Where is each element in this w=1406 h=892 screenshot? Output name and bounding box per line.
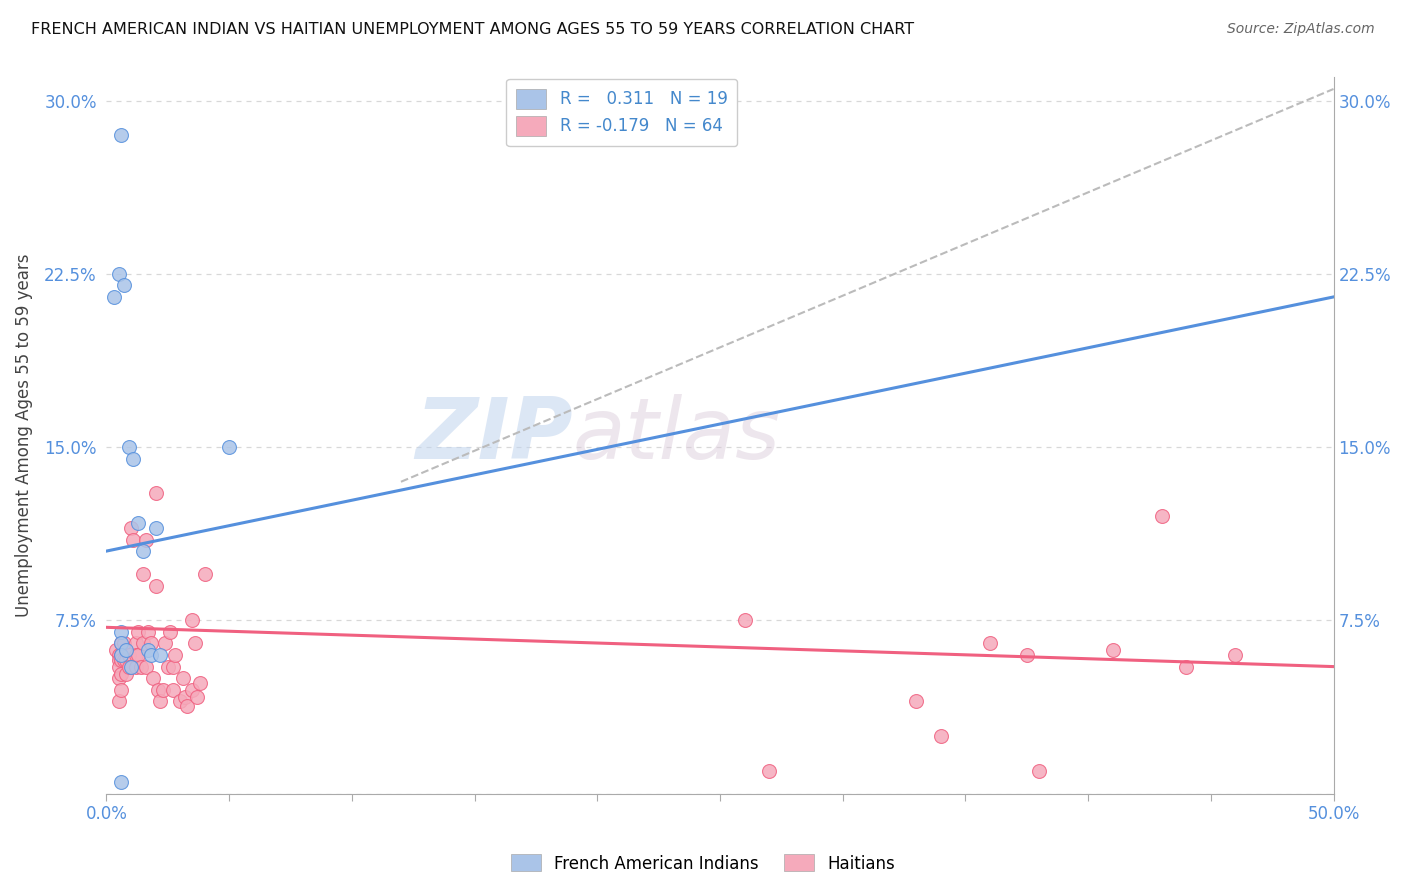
Point [149,648,172,662]
Point [125,659,148,673]
Point [107,648,129,662]
Point [110,682,132,697]
Point [112,636,135,650]
Point [1028,764,1050,778]
Point [139,648,162,662]
Point [110,636,132,650]
Point [127,648,149,662]
Point [979,636,1001,650]
Point [139,636,162,650]
Point [122,533,145,547]
Text: FRENCH AMERICAN INDIAN VS HAITIAN UNEMPLOYMENT AMONG AGES 55 TO 59 YEARS CORRELA: FRENCH AMERICAN INDIAN VS HAITIAN UNEMPL… [31,22,914,37]
Point [110,648,132,662]
Point [136,624,159,639]
Point [169,694,191,708]
Point [1225,648,1247,662]
Point [145,521,167,535]
Point [110,636,132,650]
Point [117,440,139,454]
Point [115,643,138,657]
Point [188,675,211,690]
Point [110,653,132,667]
Point [132,567,155,582]
Point [107,694,129,708]
Point [145,579,167,593]
Point [1150,509,1173,524]
Point [758,764,780,778]
Point [184,636,207,650]
Y-axis label: Unemployment Among Ages 55 to 59 years: Unemployment Among Ages 55 to 59 years [15,254,32,617]
Point [145,486,167,500]
Point [110,624,132,639]
Point [107,671,129,685]
Point [152,682,174,697]
Point [122,451,145,466]
Text: atlas: atlas [572,394,780,477]
Point [110,775,132,789]
Point [136,643,159,657]
Point [176,698,198,713]
Point [127,624,149,639]
Point [120,659,142,673]
Point [115,666,138,681]
Point [181,614,204,628]
Point [117,648,139,662]
Point [127,516,149,531]
Point [125,648,148,662]
Point [1015,648,1038,662]
Point [120,521,142,535]
Point [174,690,197,704]
Point [1101,643,1123,657]
Point [107,267,129,281]
Point [125,636,148,650]
Point [156,659,179,673]
Point [110,648,132,662]
Point [1175,659,1198,673]
Point [929,729,952,743]
Point [112,278,135,293]
Point [107,659,129,673]
Point [132,636,155,650]
Point [110,128,132,143]
Point [117,659,139,673]
Point [135,659,157,673]
Point [112,653,135,667]
Point [129,659,152,673]
Point [159,624,181,639]
Point [105,643,128,657]
Point [734,614,756,628]
Point [162,659,184,673]
Point [186,690,208,704]
Legend: French American Indians, Haitians: French American Indians, Haitians [505,847,901,880]
Point [181,682,204,697]
Point [132,544,155,558]
Point [142,671,165,685]
Text: Source: ZipAtlas.com: Source: ZipAtlas.com [1227,22,1375,37]
Point [107,653,129,667]
Point [155,636,177,650]
Point [115,653,138,667]
Point [165,648,187,662]
Point [149,694,172,708]
Point [905,694,928,708]
Text: ZIP: ZIP [415,394,572,477]
Point [162,682,184,697]
Point [103,290,125,304]
Point [146,682,169,697]
Point [110,666,132,681]
Legend: R =   0.311   N = 19, R = -0.179   N = 64: R = 0.311 N = 19, R = -0.179 N = 64 [506,78,737,146]
Point [218,440,240,454]
Point [172,671,194,685]
Point [135,533,157,547]
Point [194,567,217,582]
